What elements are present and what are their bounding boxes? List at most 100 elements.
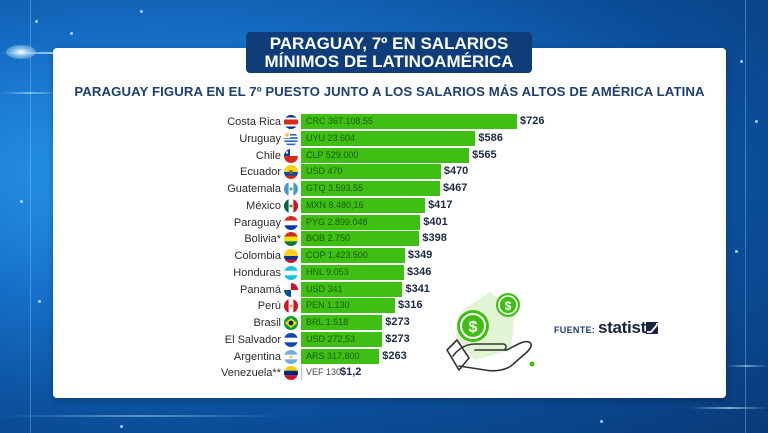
bg-circuit-line — [745, 0, 746, 433]
argentina-flag-icon — [284, 349, 298, 364]
bar-row: Argentina ARS 317.800 $263 — [53, 348, 726, 365]
country-label: Panamá — [240, 283, 281, 296]
bar — [301, 147, 470, 163]
bar — [301, 315, 383, 330]
bar-row: Perú PEN 1.130 $316 — [53, 298, 726, 314]
country-label: Brasil — [253, 317, 281, 329]
bar — [301, 264, 404, 280]
value-label: $263 — [382, 349, 407, 362]
bar-row: Panamá USD 341 $341 — [53, 281, 726, 298]
bar-row: Chile CLP 529.000 $565 — [53, 147, 726, 164]
bar — [301, 348, 380, 364]
country-label: Colombia — [234, 250, 281, 262]
title-line-1: PARAGUAY, 7º EN SALARIOS — [269, 34, 509, 53]
country-label: Guatemala — [227, 183, 281, 195]
bar — [301, 197, 426, 213]
title-line-2: MÍNIMOS DE LATINOAMÉRICA — [264, 52, 514, 71]
bar-row: Honduras HNL 9.053 $346 — [53, 264, 726, 281]
value-label: $273 — [385, 316, 410, 328]
value-label: $316 — [398, 299, 423, 312]
bg-dot — [740, 60, 743, 63]
country-label: Honduras — [233, 266, 281, 279]
colombia-flag-icon — [284, 249, 298, 263]
local-currency-label: PEN 1.130 — [306, 300, 350, 311]
costa-rica-flag-icon — [284, 115, 298, 129]
svg-text:$: $ — [469, 319, 478, 336]
bar — [301, 231, 420, 247]
value-label: $349 — [407, 249, 433, 261]
value-label: $1,2 — [340, 366, 362, 379]
country-label: México — [246, 199, 281, 212]
bolivia-flag-icon — [284, 232, 298, 247]
bg-dot — [120, 425, 123, 428]
local-currency-label: BOB 2.750 — [306, 233, 351, 244]
bar — [301, 181, 440, 196]
country-label: Uruguay — [239, 132, 281, 145]
chart-subtitle: PARAGUAY FIGURA EN EL 7º PUESTO JUNTO A … — [74, 84, 705, 99]
local-currency-label: ARS 317.800 — [306, 350, 360, 361]
ecuador-flag-icon — [284, 165, 298, 180]
statista-logo-icon — [646, 322, 658, 334]
value-label: $346 — [406, 265, 432, 278]
bar — [301, 164, 441, 180]
country-label: Chile — [255, 149, 281, 162]
panama-flag-icon — [284, 282, 298, 297]
bg-glow — [6, 45, 36, 59]
mexico-flag-icon — [284, 198, 298, 213]
country-label: Paraguay — [233, 216, 281, 229]
bar — [301, 248, 405, 263]
bar-row: Costa Rica CRC 367.108,55 $726 — [53, 114, 726, 130]
bar-row: México MXN 8.480,16 $417 — [53, 197, 726, 214]
local-currency-label: CRC 367.108,55 — [306, 116, 374, 126]
country-label: Costa Rica — [227, 116, 281, 128]
local-currency-label: BRL 1.518 — [306, 317, 349, 327]
value-label: $273 — [385, 332, 410, 345]
value-label: $565 — [472, 148, 497, 161]
guatemala-flag-icon — [284, 182, 298, 196]
bg-circuit-line — [30, 0, 31, 433]
country-label: Venezuela** — [221, 367, 281, 380]
bg-dot — [755, 120, 758, 123]
venezuela-flag-icon — [284, 366, 298, 381]
hand-coins-icon: $ $ — [446, 292, 535, 372]
country-label: Bolivia* — [244, 233, 281, 246]
chile-flag-icon — [284, 148, 298, 163]
bar — [301, 298, 396, 314]
bg-dot — [38, 300, 41, 303]
country-label: El Salvador — [224, 333, 281, 346]
country-label: Argentina — [233, 350, 281, 363]
bar-row: Venezuela** VEF 130 $1,2 — [53, 365, 726, 381]
bar-row: Brasil BRL 1.518 $273 — [53, 315, 726, 331]
value-label: $398 — [422, 232, 447, 245]
svg-text:$: $ — [505, 299, 512, 313]
bar-row: El Salvador USD 272,53 $273 — [53, 331, 726, 348]
bg-light-line — [0, 92, 60, 94]
local-currency-label: COP 1.423.500 — [306, 250, 368, 260]
bar-row: Bolivia* BOB 2.750 $398 — [53, 231, 726, 247]
country-label: Ecuador — [240, 166, 281, 179]
paraguay-flag-icon — [284, 215, 298, 230]
bar-row: Colombia COP 1.423.500 $349 — [53, 248, 726, 264]
bar-row: Paraguay PYG 2.899.048 $401 — [53, 214, 726, 231]
source-label: FUENTE: — [554, 325, 596, 335]
value-label: $467 — [442, 182, 468, 194]
value-label: $470 — [443, 165, 469, 178]
uruguay-flag-icon — [284, 131, 298, 146]
bar — [301, 214, 421, 230]
bg-dot — [20, 200, 23, 203]
local-currency-label: USD 470 — [306, 166, 343, 177]
bg-dot — [70, 32, 73, 35]
el-salvador-flag-icon — [284, 332, 298, 347]
local-currency-label: VEF 130 — [306, 367, 342, 378]
bg-dot — [600, 420, 603, 423]
local-currency-label: GTQ 3.593,55 — [306, 183, 364, 193]
bg-dot — [35, 20, 38, 23]
bg-dot — [735, 250, 738, 253]
local-currency-label: PYG 2.899.048 — [306, 216, 368, 227]
chart-card: PARAGUAY FIGURA EN EL 7º PUESTO JUNTO A … — [53, 48, 726, 398]
bar-row: Ecuador USD 470 $470 — [53, 164, 726, 180]
bar — [301, 114, 517, 129]
bar-row: Uruguay UYU 23.604 $586 — [53, 130, 726, 147]
local-currency-label: USD 272,53 — [306, 333, 356, 344]
bar — [301, 365, 302, 381]
